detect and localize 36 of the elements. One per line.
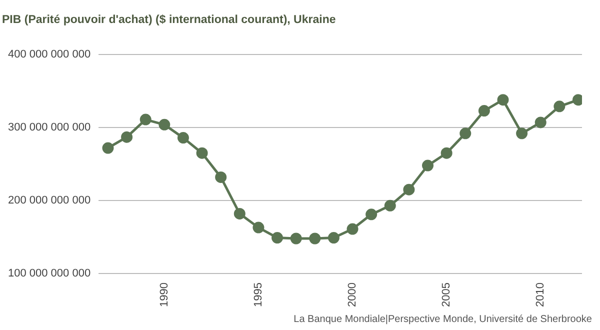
point: [346, 223, 358, 235]
point: [328, 232, 340, 244]
x-tick-label: 2005: [440, 282, 453, 308]
x-tick-label: 1995: [252, 282, 264, 308]
point: [460, 128, 472, 140]
text: La Banque Mondiale|Perspective Monde, Université de Sherbrooke: [294, 314, 592, 325]
y-tick-label: 200 000 000 000: [8, 194, 91, 207]
chart-title: PIB (Parité pouvoir d'achat) ($ international courant), Ukraine: [2, 14, 336, 26]
point: [384, 200, 396, 212]
point: [158, 118, 170, 130]
point: [309, 232, 321, 244]
point: [478, 105, 490, 117]
point: [272, 232, 284, 244]
point: [252, 222, 264, 234]
point: [534, 116, 546, 128]
x-tick-label: 2010: [534, 282, 547, 308]
y-tick-label: 400 000 000 000: [8, 48, 91, 61]
point: [102, 142, 114, 154]
y-tick-label: 300 000 000 000: [8, 122, 91, 134]
x-tick-label: 1990: [158, 282, 170, 308]
x-tick-label: 2000: [346, 282, 359, 308]
point: [140, 114, 152, 126]
point: [516, 128, 528, 140]
y-tick-label: 100 000 000 000: [8, 268, 91, 280]
point: [196, 147, 208, 159]
point: [234, 208, 246, 220]
point: [440, 147, 452, 159]
point: [366, 208, 378, 220]
point: [290, 232, 302, 244]
point: [215, 171, 227, 183]
point: [121, 131, 133, 143]
point: [403, 184, 415, 196]
point: [554, 100, 566, 112]
point: [497, 94, 509, 106]
point: [422, 160, 434, 172]
point: [177, 132, 189, 144]
